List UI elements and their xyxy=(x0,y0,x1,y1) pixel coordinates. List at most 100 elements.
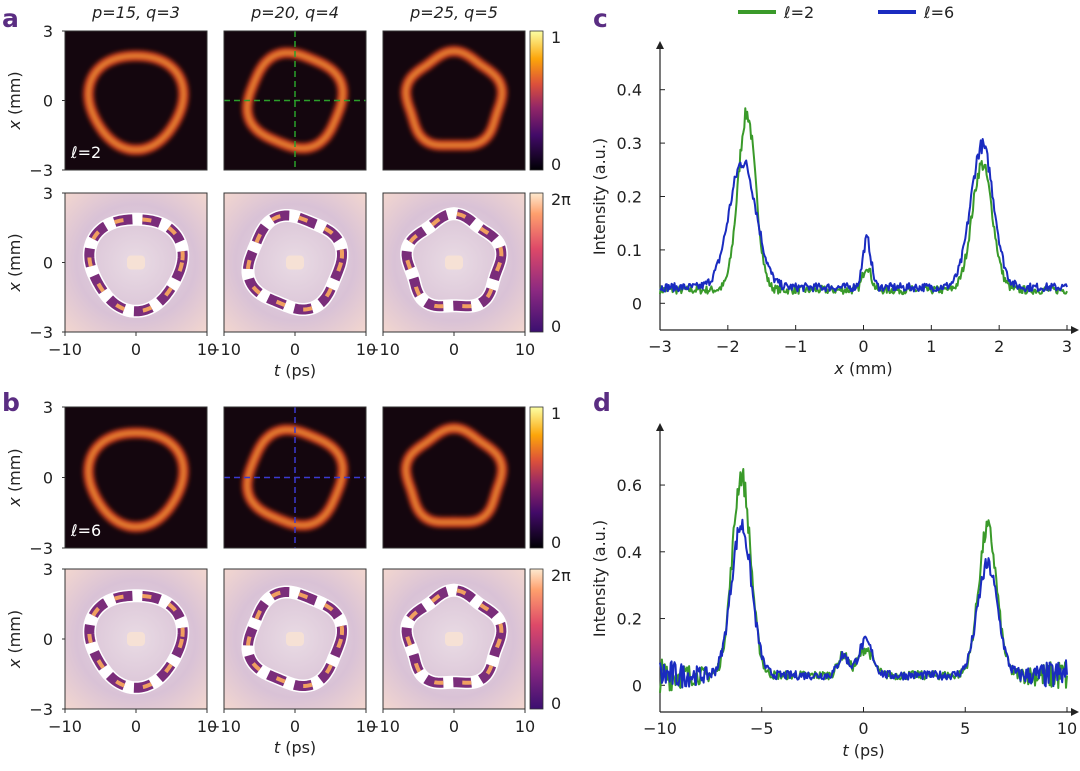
series-line-2 xyxy=(659,518,1068,689)
intensity-ring-core xyxy=(86,431,186,529)
y-axis-label: Intensity (a.u.) xyxy=(590,520,609,637)
y-tick-label: 0.3 xyxy=(617,134,642,153)
line-chart-d: −10 −5 0 5 10 0 0.2 0.4 0.6 t (ps) Intensity (a.u.… xyxy=(590,423,1079,760)
column-title-3: p=25, q=5 xyxy=(409,3,498,22)
y-axis-label: Intensity (a.u.) xyxy=(590,138,609,255)
y-tick-label: 0.6 xyxy=(617,476,642,495)
map-y-label: x (mm) xyxy=(5,610,24,669)
y-axis-arrow xyxy=(656,41,664,49)
map-y-tick: 0 xyxy=(43,630,53,649)
map-x-label: t (ps) xyxy=(274,361,316,380)
y-tick-label: 0 xyxy=(632,676,642,695)
panel-label-b: b xyxy=(2,388,20,417)
map-4-1 xyxy=(64,568,208,710)
map-3-3 xyxy=(382,406,526,549)
map-y-tick: 0 xyxy=(43,92,53,111)
series-line-1 xyxy=(659,107,1068,296)
colorbar-tick-bottom: 0 xyxy=(551,155,561,174)
colorbar-tick-bottom: 0 xyxy=(551,533,561,552)
intensity-colorbar xyxy=(529,30,544,171)
intensity-ring-core xyxy=(404,426,504,525)
panel-label-d: d xyxy=(593,388,611,417)
map-frame xyxy=(223,406,367,549)
x-tick-label: 0 xyxy=(858,719,868,738)
map-x-tick: 10 xyxy=(197,717,217,736)
map-y-tick: 0 xyxy=(43,254,53,273)
map-x-tick: 0 xyxy=(131,340,141,359)
phase-map-center xyxy=(445,632,463,646)
x-tick-label: 2 xyxy=(994,337,1004,356)
map-frame xyxy=(223,30,367,171)
colorbar-tick-top: 2π xyxy=(551,566,571,585)
map-y-tick: −3 xyxy=(29,323,53,342)
map-x-tick: −10 xyxy=(48,717,82,736)
map-x-tick: −10 xyxy=(366,717,400,736)
y-tick-label: 0.2 xyxy=(617,610,642,629)
x-tick-label: 10 xyxy=(1057,719,1077,738)
map-1-3 xyxy=(382,30,526,171)
map-x-tick: 0 xyxy=(131,717,141,736)
map-frame xyxy=(382,30,526,171)
x-axis-label: x (mm) xyxy=(833,359,892,378)
x-tick-label: −10 xyxy=(643,719,677,738)
y-axis-arrow xyxy=(656,423,664,431)
phase-map-center xyxy=(286,632,304,646)
map-x-tick: −10 xyxy=(207,717,241,736)
phase-map-center xyxy=(445,255,463,270)
series-line-1 xyxy=(659,468,1068,693)
map-y-tick: −3 xyxy=(29,539,53,558)
map-frame xyxy=(382,406,526,549)
intensity-ring-core xyxy=(86,54,186,152)
x-axis-label: t (ps) xyxy=(842,741,884,760)
series-line-2 xyxy=(659,138,1068,293)
map-y-tick: 3 xyxy=(43,184,53,203)
phase-colorbar xyxy=(529,192,544,333)
map-y-tick: −3 xyxy=(29,161,53,180)
phase-map-center xyxy=(127,632,145,646)
x-axis-arrow xyxy=(1071,708,1079,716)
intensity-ring-core xyxy=(404,49,504,148)
phase-ring-highlight xyxy=(246,590,344,688)
map-x-tick: 0 xyxy=(449,340,459,359)
map-x-tick: 10 xyxy=(515,717,535,736)
phase-ring-highlight xyxy=(246,213,344,312)
map-2-2 xyxy=(223,192,367,333)
phase-colorbar xyxy=(529,568,544,710)
legend-label-l6: ℓ=6 xyxy=(923,3,954,22)
y-tick-label: 0.2 xyxy=(617,188,642,207)
map-1-1: ℓ=2 xyxy=(64,30,208,171)
x-tick-label: 3 xyxy=(1062,337,1072,356)
map-x-tick: 10 xyxy=(197,340,217,359)
legend: ℓ=2 ℓ=6 xyxy=(738,3,954,22)
map-x-tick: −10 xyxy=(366,340,400,359)
map-x-tick: 0 xyxy=(449,717,459,736)
row-label: ℓ=6 xyxy=(70,521,101,540)
y-tick-label: 0.1 xyxy=(617,241,642,260)
map-2-1 xyxy=(64,192,208,333)
legend-label-l2: ℓ=2 xyxy=(783,3,814,22)
phase-ring-highlight xyxy=(87,593,185,690)
map-x-tick: −10 xyxy=(207,340,241,359)
x-axis-arrow xyxy=(1071,326,1079,334)
map-y-tick: 3 xyxy=(43,22,53,41)
map-y-label: x (mm) xyxy=(5,448,24,507)
x-tick-label: −1 xyxy=(784,337,808,356)
x-tick-label: 0 xyxy=(858,337,868,356)
intensity-colorbar xyxy=(529,406,544,549)
colorbar-tick-bottom: 0 xyxy=(551,694,561,713)
y-tick-label: 0 xyxy=(632,294,642,313)
phase-map-center xyxy=(127,255,145,270)
map-x-tick: −10 xyxy=(48,340,82,359)
x-tick-label: −3 xyxy=(648,337,672,356)
colorbar-tick-top: 1 xyxy=(551,28,561,47)
phase-map-center xyxy=(286,255,304,270)
panel-label-a: a xyxy=(2,4,19,33)
map-y-tick: 0 xyxy=(43,469,53,488)
map-x-tick: 0 xyxy=(290,340,300,359)
map-x-tick: 10 xyxy=(515,340,535,359)
map-3-1: ℓ=6 xyxy=(64,406,208,549)
map-x-tick: 10 xyxy=(356,340,376,359)
map-2-3 xyxy=(382,192,526,333)
